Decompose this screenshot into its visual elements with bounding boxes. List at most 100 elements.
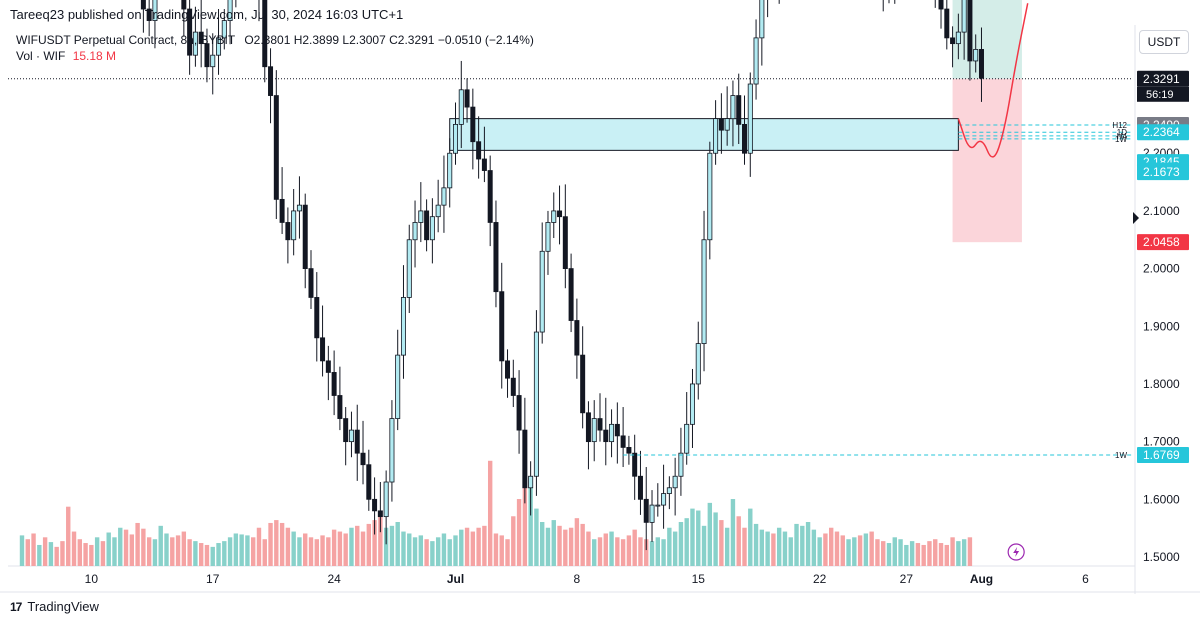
- candle-body: [377, 510, 383, 518]
- volume-bar: [118, 527, 123, 566]
- candle-body: [296, 204, 302, 212]
- time-tick-label: 6: [1082, 572, 1089, 586]
- candle-body: [216, 37, 222, 56]
- volume-bar: [418, 535, 424, 566]
- candle-body: [470, 106, 476, 143]
- volume-bar: [875, 539, 880, 566]
- brand-name: TradingView: [27, 599, 99, 614]
- candle-body: [383, 481, 389, 518]
- candle-body: [181, 0, 187, 10]
- candle-body: [597, 418, 603, 431]
- volume-bar: [94, 537, 100, 566]
- volume-bar: [175, 535, 181, 566]
- candle-body: [279, 198, 285, 223]
- candle-body: [366, 464, 372, 500]
- volume-bar: [649, 541, 655, 566]
- volume-bar: [25, 539, 30, 566]
- price-tick-label: 2.0000: [1143, 262, 1180, 276]
- candle-body: [545, 222, 551, 252]
- volume-bar: [823, 533, 828, 566]
- volume-bar: [297, 537, 302, 566]
- candle-body: [574, 320, 580, 356]
- candle-body: [187, 8, 193, 56]
- volume-bar: [516, 499, 522, 566]
- volume-bar: [522, 487, 528, 566]
- volume-legend: Vol · WIF 15.18 M: [16, 49, 116, 63]
- volume-bar: [499, 535, 504, 566]
- volume-bar: [898, 539, 903, 566]
- volume-bar: [337, 531, 343, 566]
- volume-bar: [233, 533, 239, 566]
- price-axis: 2.30002.20002.10002.00001.90001.80001.70…: [1133, 70, 1189, 564]
- volume-bar: [54, 546, 59, 566]
- volume-bar: [31, 533, 36, 566]
- tradingview-logo-icon: 17: [10, 599, 22, 614]
- volume-bar: [146, 537, 152, 566]
- volume-bar: [112, 537, 117, 566]
- volume-bar: [89, 544, 94, 566]
- volume-bar: [424, 539, 429, 566]
- time-tick-label: 27: [900, 572, 914, 586]
- candle-body: [736, 95, 742, 125]
- volume-label[interactable]: Vol · WIF: [16, 49, 66, 63]
- candle-body: [672, 475, 678, 489]
- candle-body: [950, 37, 956, 45]
- candle-body: [753, 37, 759, 85]
- volume-bar: [638, 537, 643, 566]
- volume-bar: [724, 527, 730, 566]
- candle-body: [649, 504, 655, 523]
- candle-body: [510, 377, 516, 396]
- volume-bar: [938, 543, 944, 566]
- time-axis: 10 17 24 Jul 8 15 22 27 Aug 6: [85, 572, 1089, 586]
- lightning-glyph: [1013, 547, 1020, 557]
- candle-body: [695, 343, 701, 385]
- time-tick-label: 24: [327, 572, 341, 586]
- price-label-box: [1137, 446, 1189, 463]
- currency-button[interactable]: USDT: [1139, 30, 1189, 54]
- volume-bar: [667, 527, 672, 566]
- volume-bar: [123, 529, 129, 566]
- candle-body: [609, 423, 615, 443]
- candle-body: [528, 475, 534, 489]
- candle-body: [291, 210, 297, 241]
- candle-body: [938, 0, 944, 10]
- volume-bar: [834, 531, 840, 566]
- candle-body: [655, 504, 661, 507]
- volume-bar: [597, 537, 603, 566]
- volume-bar: [956, 541, 961, 566]
- volume-bar: [245, 535, 250, 566]
- volume-bar: [909, 541, 915, 566]
- volume-bar: [586, 531, 591, 566]
- candle-body: [458, 89, 464, 125]
- symbol-name[interactable]: WIFUSDT Perpetual Contract, 8h, BYBIT: [16, 33, 235, 47]
- candle-body: [343, 418, 349, 443]
- volume-bar: [164, 533, 169, 566]
- volume-bar: [407, 533, 412, 566]
- candle-body: [221, 20, 227, 39]
- candle-body: [724, 118, 730, 131]
- volume-bar: [857, 535, 863, 566]
- volume-bar: [262, 539, 267, 566]
- candle-body: [707, 152, 713, 241]
- volume-bar: [534, 508, 539, 566]
- price-tick-label: 1.9000: [1143, 319, 1180, 333]
- candle-body: [464, 89, 470, 108]
- volume-bar: [279, 522, 285, 566]
- volume-bar: [563, 529, 568, 566]
- volume-bar: [372, 520, 377, 566]
- level-tag: H12: [1112, 121, 1127, 130]
- candle-body: [210, 54, 216, 68]
- candle-body: [678, 452, 684, 477]
- volume-bar: [967, 537, 973, 566]
- candle-body: [689, 383, 695, 425]
- volume-bar: [170, 537, 175, 566]
- volume-bar: [742, 527, 747, 566]
- candle-body: [337, 395, 343, 419]
- candle-body: [389, 418, 395, 483]
- volume-bar: [464, 527, 470, 566]
- candle-body: [973, 49, 979, 62]
- candle-body: [487, 170, 493, 223]
- candle-body: [348, 429, 354, 443]
- candle-body: [325, 360, 331, 373]
